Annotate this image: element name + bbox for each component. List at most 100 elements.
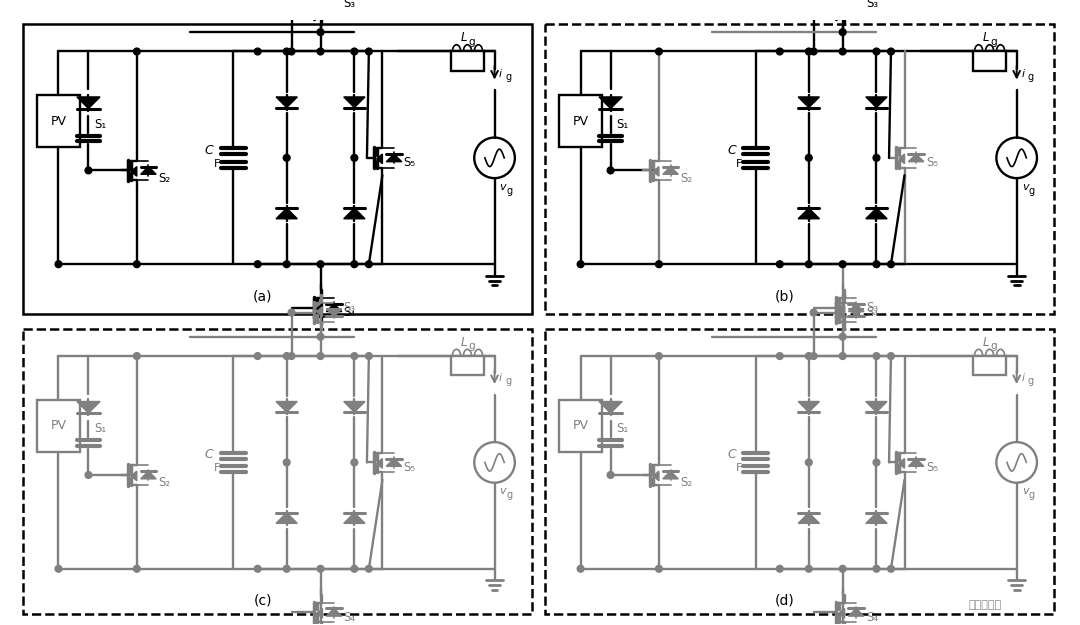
Text: F: F	[737, 159, 743, 169]
Text: S₁: S₁	[94, 118, 107, 131]
Text: F: F	[214, 159, 220, 169]
Bar	[973, 356, 1007, 376]
Text: $i$: $i$	[1021, 67, 1026, 79]
Polygon shape	[849, 608, 864, 616]
Bar	[544, 24, 1054, 314]
Polygon shape	[387, 459, 402, 466]
Circle shape	[777, 352, 783, 359]
Polygon shape	[899, 459, 905, 468]
Circle shape	[254, 48, 261, 55]
Text: S₁: S₁	[617, 422, 629, 435]
Polygon shape	[276, 401, 297, 412]
Circle shape	[888, 566, 894, 572]
Text: g: g	[507, 186, 512, 196]
Circle shape	[810, 309, 816, 316]
Polygon shape	[908, 459, 923, 466]
Circle shape	[134, 352, 140, 359]
Circle shape	[888, 48, 894, 55]
Circle shape	[365, 352, 373, 359]
Text: S₃: S₃	[343, 0, 355, 9]
Circle shape	[656, 261, 662, 268]
Polygon shape	[316, 307, 323, 316]
Polygon shape	[663, 166, 678, 174]
Polygon shape	[839, 304, 845, 314]
Text: $L$: $L$	[982, 336, 989, 349]
Text: $v$: $v$	[1022, 182, 1030, 192]
Circle shape	[134, 261, 140, 268]
Polygon shape	[849, 4, 864, 12]
Circle shape	[318, 333, 324, 340]
Text: g: g	[505, 376, 511, 386]
Text: PV: PV	[572, 114, 589, 128]
Text: g: g	[505, 72, 511, 82]
Circle shape	[365, 566, 373, 572]
Circle shape	[806, 48, 812, 55]
Circle shape	[254, 566, 261, 572]
Text: g: g	[1027, 376, 1034, 386]
Text: g: g	[1028, 490, 1035, 500]
Circle shape	[351, 154, 357, 161]
Text: PV: PV	[51, 114, 67, 128]
Circle shape	[318, 566, 324, 572]
Text: $v$: $v$	[1022, 486, 1030, 496]
Circle shape	[810, 48, 816, 55]
Circle shape	[873, 459, 880, 466]
Circle shape	[806, 566, 812, 572]
Text: $L$: $L$	[982, 31, 989, 44]
Polygon shape	[276, 208, 297, 219]
Polygon shape	[849, 304, 864, 312]
Circle shape	[288, 48, 295, 55]
Polygon shape	[77, 97, 100, 109]
Circle shape	[806, 261, 812, 268]
Polygon shape	[798, 512, 820, 523]
Text: PV: PV	[51, 419, 67, 432]
Bar	[451, 51, 484, 71]
Circle shape	[656, 48, 662, 55]
Circle shape	[134, 48, 140, 55]
Text: F: F	[737, 463, 743, 473]
Circle shape	[351, 352, 357, 359]
Text: g: g	[990, 341, 997, 351]
Circle shape	[873, 566, 880, 572]
Circle shape	[318, 352, 324, 359]
Text: S₄: S₄	[866, 611, 878, 624]
Text: S₃: S₃	[866, 0, 878, 9]
Circle shape	[85, 472, 92, 478]
Polygon shape	[798, 97, 820, 108]
Polygon shape	[866, 97, 887, 108]
Circle shape	[839, 566, 846, 572]
Polygon shape	[140, 471, 157, 479]
Circle shape	[254, 352, 261, 359]
Polygon shape	[899, 154, 905, 164]
Circle shape	[55, 566, 62, 572]
Polygon shape	[798, 208, 820, 219]
Polygon shape	[131, 471, 137, 481]
Text: PV: PV	[572, 419, 589, 432]
Bar	[544, 329, 1054, 614]
Circle shape	[288, 309, 295, 316]
Text: (d): (d)	[774, 594, 795, 608]
Text: $i$: $i$	[499, 67, 503, 79]
Polygon shape	[663, 471, 678, 479]
Bar	[973, 51, 1007, 71]
Circle shape	[888, 261, 894, 268]
Bar	[23, 329, 532, 614]
Circle shape	[873, 48, 880, 55]
Circle shape	[806, 352, 812, 359]
Polygon shape	[377, 459, 382, 468]
Polygon shape	[599, 401, 622, 413]
Circle shape	[656, 352, 662, 359]
Bar	[37, 399, 80, 452]
Circle shape	[134, 566, 140, 572]
Polygon shape	[140, 166, 157, 174]
Circle shape	[365, 48, 373, 55]
Text: $C$: $C$	[727, 448, 738, 461]
Polygon shape	[326, 4, 341, 12]
Polygon shape	[839, 307, 845, 316]
Circle shape	[577, 566, 584, 572]
Text: S₃: S₃	[343, 301, 355, 314]
Text: (a): (a)	[253, 289, 272, 303]
Polygon shape	[908, 154, 923, 162]
Polygon shape	[276, 512, 297, 523]
Polygon shape	[866, 512, 887, 523]
